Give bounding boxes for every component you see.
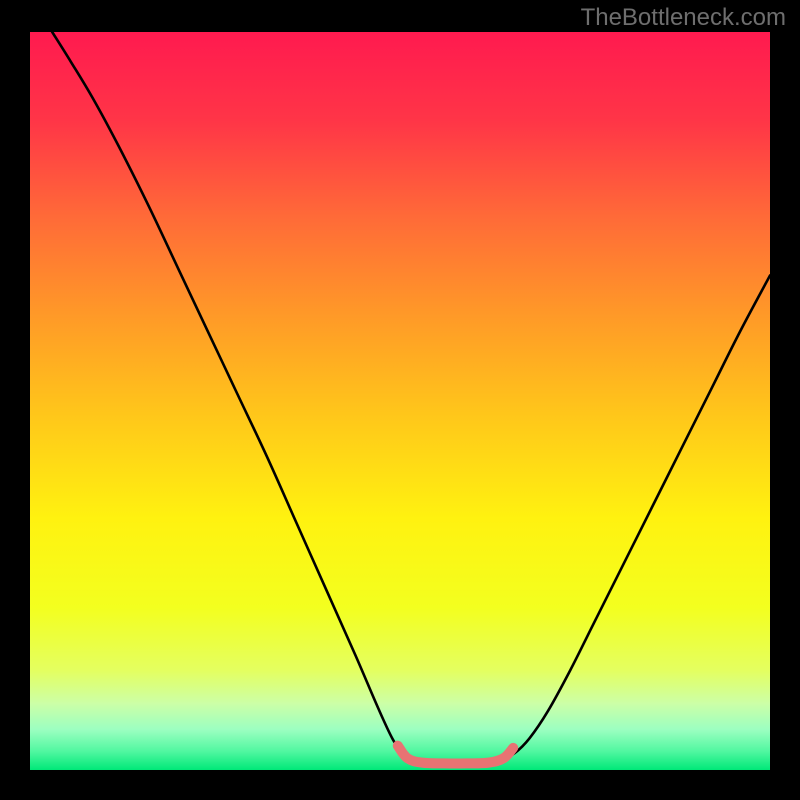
bottleneck-chart: [30, 32, 770, 770]
watermark-label: TheBottleneck.com: [581, 4, 786, 32]
chart-background: [30, 32, 770, 770]
